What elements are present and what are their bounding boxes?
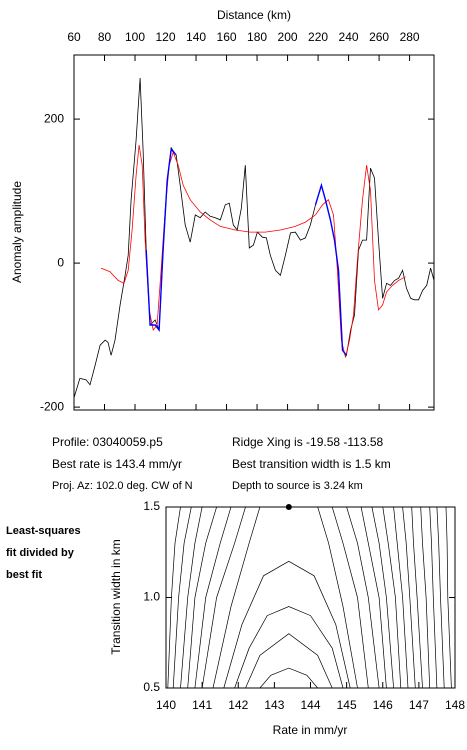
contour-line xyxy=(201,506,246,689)
y-tick-label: -200 xyxy=(40,399,64,413)
y-tick-label: 0.5 xyxy=(143,680,160,694)
x-tick-label: 144 xyxy=(300,698,320,712)
contour-line xyxy=(402,506,416,689)
plot-frame xyxy=(73,54,435,411)
contour-line xyxy=(259,667,318,689)
x-tick-label: 120 xyxy=(156,30,176,44)
contour-line xyxy=(436,506,445,689)
x-axis-title: Rate in mm/yr xyxy=(273,723,348,737)
y-tick-label: 1.0 xyxy=(143,590,160,604)
data-line xyxy=(145,147,347,356)
info-text: Ridge Xing is -19.58 -113.58 xyxy=(232,435,384,449)
data-line xyxy=(73,77,435,398)
x-tick-label: 260 xyxy=(369,30,389,44)
contour-line xyxy=(360,506,387,689)
contour-line xyxy=(382,506,402,689)
contour-line xyxy=(180,506,203,689)
x-tick-label: 280 xyxy=(400,30,420,44)
contour-line xyxy=(212,506,261,689)
x-tick-label: 143 xyxy=(264,698,284,712)
note-text: Least-squares xyxy=(6,525,81,537)
contour-line xyxy=(411,506,423,689)
y-tick-label: 200 xyxy=(44,111,64,125)
x-tick-label: 220 xyxy=(308,30,328,44)
contour-line xyxy=(317,506,358,689)
contour-line xyxy=(429,506,438,689)
x-tick-label: 160 xyxy=(217,30,237,44)
info-text: Best transition width is 1.5 km xyxy=(232,457,391,471)
y-axis-title: Anomaly amplitude xyxy=(10,181,24,283)
x-tick-label: 148 xyxy=(445,698,465,712)
contour-line xyxy=(346,506,380,689)
contour-line xyxy=(167,506,181,689)
info-text: Profile: 03040059.p5 xyxy=(52,435,163,449)
x-tick-label: 141 xyxy=(192,698,212,712)
contour-line xyxy=(223,560,351,689)
x-tick-label: 240 xyxy=(339,30,359,44)
data-line xyxy=(100,144,406,358)
contour-line xyxy=(393,506,409,689)
contour-line xyxy=(245,633,333,689)
info-text: Best rate is 143.4 mm/yr xyxy=(52,457,182,471)
x-tick-label: 140 xyxy=(156,698,176,712)
x-tick-label: 147 xyxy=(409,698,429,712)
x-tick-label: 146 xyxy=(373,698,393,712)
contour-line xyxy=(445,506,452,689)
note-text: fit divided by xyxy=(6,547,75,559)
x-tick-label: 142 xyxy=(228,698,248,712)
contour-line xyxy=(420,506,431,689)
info-text: Depth to source is 3.24 km xyxy=(232,480,363,492)
x-tick-label: 145 xyxy=(337,698,357,712)
contour-line xyxy=(331,506,369,689)
x-tick-label: 60 xyxy=(67,30,81,44)
x-tick-label: 180 xyxy=(247,30,267,44)
contour-line xyxy=(172,506,192,689)
info-text: Proj. Az: 102.0 deg. CW of N xyxy=(52,480,193,492)
y-axis-title: Transition width in km xyxy=(109,539,123,655)
note-text: best fit xyxy=(6,569,42,581)
contour-line xyxy=(187,506,217,689)
x-tick-label: 100 xyxy=(125,30,145,44)
x-tick-label: 140 xyxy=(186,30,206,44)
y-tick-label: 1.5 xyxy=(143,499,160,513)
plot-frame xyxy=(165,506,456,689)
contour-line xyxy=(194,506,232,689)
contour-line xyxy=(371,506,394,689)
x-tick-label: 80 xyxy=(98,30,112,44)
x-tick-label: 200 xyxy=(278,30,298,44)
y-tick-label: 0 xyxy=(57,255,64,269)
x-axis-title: Distance (km) xyxy=(217,8,291,22)
best-fit-point xyxy=(285,504,292,510)
contour-line xyxy=(234,606,344,689)
